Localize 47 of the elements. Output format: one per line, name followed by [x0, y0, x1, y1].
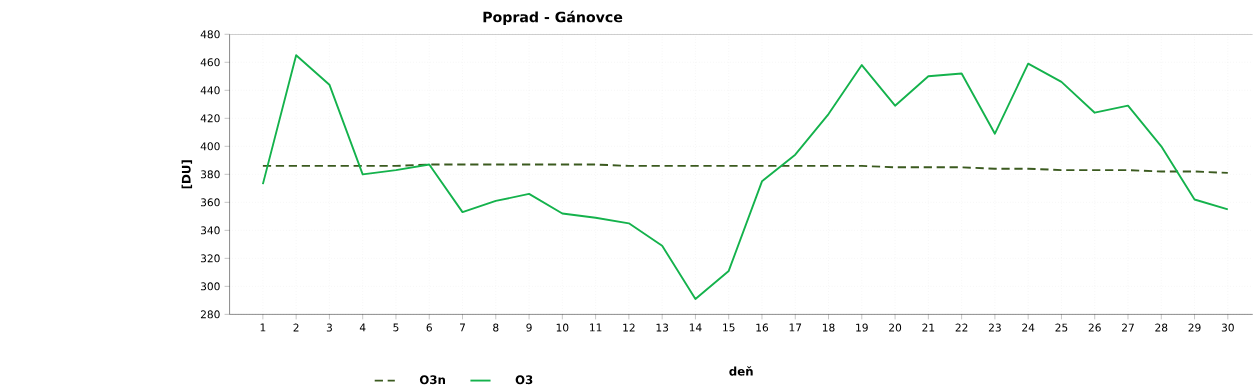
x-tick-label: 24 — [1022, 323, 1035, 332]
x-tick-label: 22 — [955, 323, 968, 332]
x-tick-label: 3 — [326, 323, 332, 332]
y-tick-label: 300 — [200, 282, 220, 291]
x-tick-label: 2 — [293, 323, 299, 332]
x-tick-label: 21 — [922, 323, 935, 332]
x-tick-label: 14 — [689, 323, 702, 332]
x-axis-title: deň — [729, 366, 753, 376]
line-series — [261, 54, 1229, 301]
x-tick-label: 23 — [988, 323, 1001, 332]
y-tick-label: 340 — [200, 226, 220, 235]
y-axis-title: [DU] — [181, 160, 193, 189]
y-tick-label: 440 — [200, 86, 220, 95]
x-tick-label: 19 — [856, 323, 868, 332]
legend-label: O3 — [515, 375, 533, 385]
y-tick-label: 280 — [200, 310, 220, 319]
y-tick-label: 420 — [200, 114, 220, 123]
x-tick-label: 4 — [359, 323, 366, 332]
x-tick-label: 17 — [789, 323, 802, 332]
y-tick-label: 400 — [200, 142, 220, 151]
y-tick-label: 480 — [200, 30, 220, 39]
x-tick-label: 10 — [556, 323, 569, 332]
y-tick-label: 320 — [200, 254, 220, 263]
x-tick-label: 29 — [1188, 323, 1201, 332]
x-tick-label: 5 — [393, 323, 399, 332]
x-tick-label: 30 — [1221, 323, 1234, 332]
x-tick-label: 13 — [656, 323, 669, 332]
x-tick-label: 28 — [1155, 323, 1168, 332]
x-tick-label: 26 — [1088, 323, 1101, 332]
x-tick-label: 25 — [1055, 323, 1068, 332]
x-tick-label: 16 — [756, 323, 769, 332]
x-tick-label: 11 — [590, 323, 602, 332]
x-tick-label: 8 — [493, 323, 499, 332]
x-tick-label: 27 — [1122, 323, 1134, 332]
x-tick-label: 7 — [460, 323, 465, 332]
chart-title: Poprad - Gánovce — [483, 11, 623, 26]
x-tick-label: 9 — [526, 323, 532, 332]
y-tick-label: 380 — [200, 170, 220, 179]
x-tick-label: 18 — [822, 323, 835, 332]
y-tick-label: 360 — [200, 198, 220, 207]
x-tick-label: 1 — [260, 323, 266, 332]
x-tick-label: 6 — [426, 323, 432, 332]
x-tick-label: 20 — [889, 323, 902, 332]
y-tick-label: 460 — [200, 58, 220, 67]
legend-label: O3n — [419, 375, 446, 385]
x-tick-label: 12 — [623, 323, 635, 332]
x-tick-label: 15 — [723, 323, 735, 332]
